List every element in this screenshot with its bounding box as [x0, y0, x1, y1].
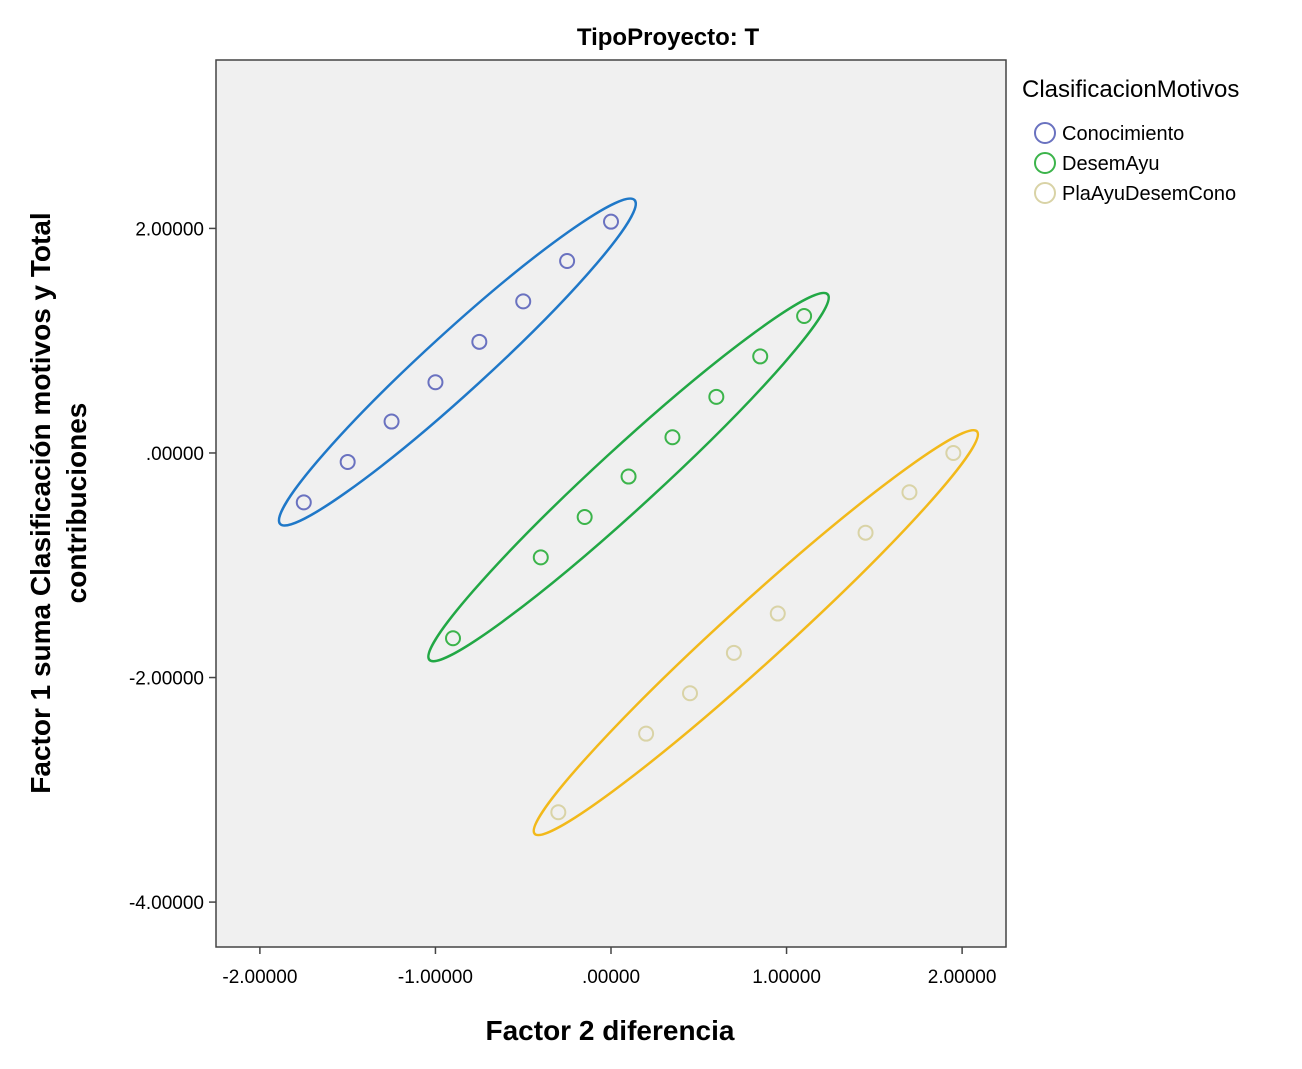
point-desemayu — [532, 549, 549, 566]
x-tick-label: -1.00000 — [398, 967, 473, 988]
point-desemayu — [708, 388, 725, 405]
chart-title: TipoProyecto: T — [577, 24, 760, 51]
legend-marker-conocimiento — [1034, 122, 1056, 144]
group-ellipses — [277, 197, 980, 837]
y-axis-title-line-2: contribuciones — [61, 403, 92, 604]
ellipse-conocimiento — [277, 197, 638, 527]
y-tick-label: .00000 — [146, 444, 204, 465]
point-desemayu — [752, 348, 769, 365]
legend-label-plaayudesemcono: PlaAyuDesemCono — [1062, 183, 1236, 205]
point-conocimiento — [515, 293, 532, 310]
legend-marker-desemayu — [1034, 152, 1056, 174]
point-conocimiento — [471, 333, 488, 350]
point-plaayudesemcono — [725, 644, 742, 661]
y-tick-label: 2.00000 — [135, 219, 204, 240]
legend-label-desemayu: DesemAyu — [1062, 153, 1159, 175]
point-conocimiento — [559, 252, 576, 269]
point-plaayudesemcono — [945, 444, 962, 461]
point-conocimiento — [295, 494, 312, 511]
point-desemayu — [664, 429, 681, 446]
point-plaayudesemcono — [638, 725, 655, 742]
point-conocimiento — [603, 213, 619, 230]
legend: Conocimiento DesemAyu PlaAyuDesemCono — [1034, 122, 1236, 205]
y-axis: -4.00000 -2.00000 .00000 2.00000 — [129, 219, 216, 914]
point-conocimiento — [383, 413, 400, 430]
y-tick-label: -2.00000 — [129, 669, 204, 690]
plot-area — [215, 59, 1007, 948]
point-plaayudesemcono — [550, 804, 567, 821]
legend-marker-plaayudesemcono — [1034, 182, 1056, 204]
point-plaayudesemcono — [769, 605, 786, 622]
point-plaayudesemcono — [857, 524, 874, 541]
data-points — [295, 213, 962, 821]
point-plaayudesemcono — [682, 685, 698, 702]
x-axis: -2.00000 -1.00000 .00000 1.00000 2.00000 — [222, 947, 996, 988]
legend-title: ClasificacionMotivos — [1022, 76, 1239, 103]
point-conocimiento — [427, 374, 444, 391]
point-plaayudesemcono — [901, 484, 918, 501]
x-tick-label: .00000 — [582, 967, 640, 988]
x-tick-label: 1.00000 — [752, 967, 821, 988]
point-desemayu — [620, 468, 637, 485]
point-desemayu — [796, 307, 813, 324]
ellipse-plaayudesemcono — [532, 428, 980, 837]
point-desemayu — [445, 630, 461, 647]
x-tick-label: 2.00000 — [928, 967, 997, 988]
legend-label-conocimiento: Conocimiento — [1062, 123, 1184, 145]
y-axis-title-line-1: Factor 1 suma Clasificación motivos y To… — [25, 212, 56, 793]
x-tick-label: -2.00000 — [222, 967, 297, 988]
point-conocimiento — [339, 453, 356, 470]
x-axis-title: Factor 2 diferencia — [486, 1015, 735, 1046]
point-desemayu — [576, 508, 593, 525]
y-tick-label: -4.00000 — [129, 893, 204, 914]
ellipse-desemayu — [427, 291, 830, 663]
